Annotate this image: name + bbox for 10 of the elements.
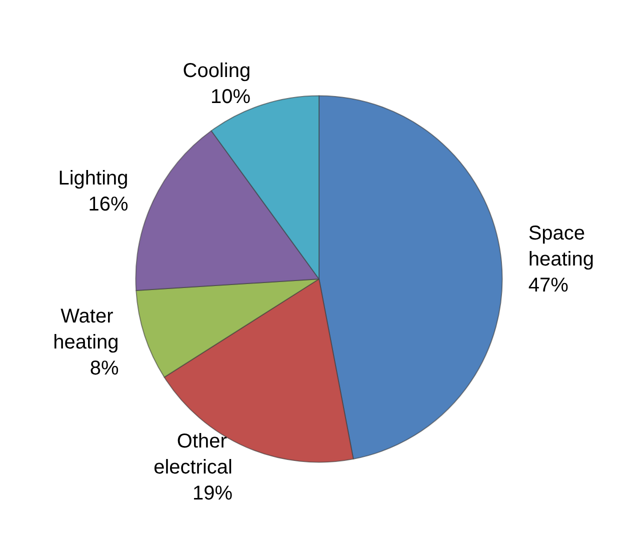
slice-label: Cooling bbox=[182, 60, 251, 82]
data-label: 8% bbox=[90, 357, 120, 380]
data-label: 10% bbox=[210, 86, 251, 108]
data-label: 16% bbox=[88, 194, 129, 216]
data-label: 19% bbox=[192, 482, 233, 504]
data-label: 47% bbox=[528, 274, 569, 297]
slice-label: Lighting bbox=[58, 168, 128, 190]
slice-label: Space heating bbox=[528, 222, 594, 271]
slice-label: Water heating bbox=[53, 305, 119, 354]
slice-label: Other electrical bbox=[154, 430, 232, 478]
